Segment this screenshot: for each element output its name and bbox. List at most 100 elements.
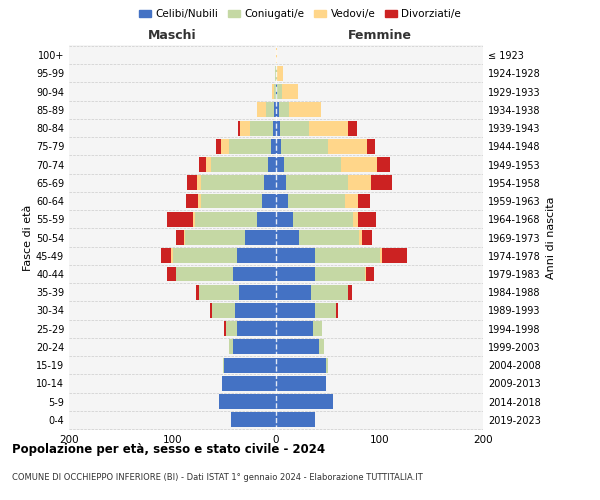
Y-axis label: Fasce di età: Fasce di età	[23, 204, 33, 270]
Bar	[276, 266, 316, 281]
Bar	[233, 340, 276, 354]
Bar	[281, 139, 328, 154]
Bar	[313, 322, 322, 336]
Bar	[286, 176, 349, 190]
Bar	[216, 139, 221, 154]
Bar	[197, 176, 202, 190]
Bar	[212, 303, 235, 318]
Bar	[202, 176, 263, 190]
Bar	[377, 157, 390, 172]
Bar	[240, 120, 250, 136]
Y-axis label: Anni di nascita: Anni di nascita	[546, 196, 556, 279]
Text: Maschi: Maschi	[148, 30, 197, 43]
Text: Femmine: Femmine	[347, 30, 412, 43]
Bar	[276, 194, 289, 208]
Bar	[276, 66, 277, 81]
Bar	[199, 157, 206, 172]
Bar	[263, 176, 276, 190]
Bar	[236, 248, 276, 263]
Bar	[224, 322, 226, 336]
Bar	[210, 303, 212, 318]
Bar	[226, 322, 236, 336]
Bar	[276, 157, 284, 172]
Bar	[186, 194, 199, 208]
Bar	[282, 84, 298, 99]
Bar	[202, 194, 262, 208]
Bar	[316, 248, 380, 263]
Bar	[276, 376, 326, 391]
Bar	[349, 176, 371, 190]
Bar	[266, 102, 274, 118]
Bar	[206, 157, 211, 172]
Bar	[211, 157, 268, 172]
Bar	[235, 303, 276, 318]
Bar	[245, 230, 276, 245]
Bar	[274, 84, 276, 99]
Bar	[219, 394, 276, 409]
Bar	[382, 248, 407, 263]
Bar	[276, 120, 280, 136]
Bar	[276, 285, 311, 300]
Bar	[276, 102, 279, 118]
Bar	[199, 285, 239, 300]
Bar	[365, 266, 366, 281]
Bar	[222, 376, 276, 391]
Bar	[275, 66, 276, 81]
Bar	[276, 139, 281, 154]
Bar	[239, 285, 276, 300]
Bar	[276, 48, 277, 62]
Bar	[276, 412, 316, 428]
Bar	[195, 212, 257, 226]
Bar	[276, 230, 299, 245]
Bar	[276, 248, 316, 263]
Legend: Celibi/Nubili, Coniugati/e, Vedovi/e, Divorziati/e: Celibi/Nubili, Coniugati/e, Vedovi/e, Di…	[135, 5, 465, 24]
Bar	[223, 358, 224, 372]
Bar	[257, 212, 276, 226]
Bar	[185, 230, 245, 245]
Bar	[276, 303, 316, 318]
Bar	[229, 139, 271, 154]
Bar	[319, 340, 323, 354]
Bar	[280, 120, 309, 136]
Bar	[236, 322, 276, 336]
Bar	[316, 266, 365, 281]
Bar	[172, 248, 173, 263]
Text: COMUNE DI OCCHIEPPO INFERIORE (BI) - Dati ISTAT 1° gennaio 2024 - Elaborazione T: COMUNE DI OCCHIEPPO INFERIORE (BI) - Dat…	[12, 472, 423, 482]
Bar	[284, 157, 341, 172]
Bar	[276, 340, 319, 354]
Bar	[250, 120, 273, 136]
Bar	[328, 139, 367, 154]
Text: Popolazione per età, sesso e stato civile - 2024: Popolazione per età, sesso e stato civil…	[12, 442, 325, 456]
Bar	[173, 248, 236, 263]
Bar	[276, 322, 313, 336]
Bar	[366, 266, 374, 281]
Bar	[276, 212, 293, 226]
Bar	[277, 84, 282, 99]
Bar	[167, 266, 176, 281]
Bar	[326, 358, 328, 372]
Bar	[176, 266, 233, 281]
Bar	[273, 120, 276, 136]
Bar	[309, 120, 349, 136]
Bar	[346, 194, 358, 208]
Bar	[224, 358, 276, 372]
Bar	[380, 248, 382, 263]
Bar	[221, 139, 229, 154]
Bar	[268, 157, 276, 172]
Bar	[277, 66, 283, 81]
Bar	[271, 139, 276, 154]
Bar	[289, 102, 320, 118]
Bar	[274, 102, 276, 118]
Bar	[184, 230, 185, 245]
Bar	[299, 230, 359, 245]
Bar	[276, 394, 333, 409]
Bar	[353, 212, 358, 226]
Bar	[161, 248, 172, 263]
Bar	[362, 230, 372, 245]
Bar	[293, 212, 353, 226]
Bar	[196, 285, 199, 300]
Bar	[349, 285, 352, 300]
Bar	[232, 412, 276, 428]
Bar	[341, 157, 377, 172]
Bar	[358, 212, 376, 226]
